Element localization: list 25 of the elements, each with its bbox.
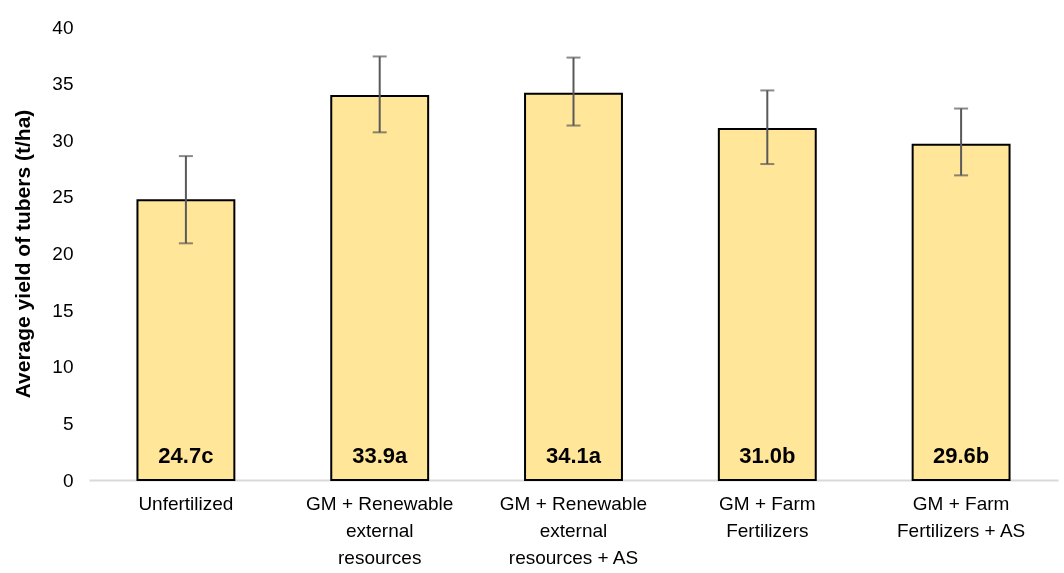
y-tick-label: 5 bbox=[62, 412, 74, 434]
data-label: 29.6b bbox=[932, 443, 990, 468]
data-label: 24.7c bbox=[158, 443, 214, 468]
y-tick-label: 0 bbox=[62, 469, 74, 491]
y-tick-label: 20 bbox=[52, 243, 74, 264]
bar bbox=[717, 127, 817, 481]
bar bbox=[136, 199, 236, 481]
y-tick-label: 35 bbox=[52, 73, 74, 95]
x-tick-label: GM + Renewable external resources + AS bbox=[499, 492, 648, 568]
x-tick-label: GM + Renewable external resources bbox=[306, 492, 454, 568]
y-tick-label: 30 bbox=[52, 129, 74, 151]
data-label: 34.1a bbox=[545, 443, 602, 468]
x-tick-label: Unfertilized bbox=[138, 492, 234, 514]
y-tick-label: 25 bbox=[52, 186, 74, 208]
bar bbox=[330, 95, 430, 481]
y-tick-label: 40 bbox=[52, 16, 74, 38]
x-tick-label: GM + Farm Fertilizers + AS bbox=[896, 492, 1026, 541]
y-tick-label: 15 bbox=[52, 299, 74, 321]
data-label: 33.9a bbox=[352, 443, 408, 468]
x-tick-label: GM + Farm Fertilizers bbox=[719, 492, 816, 541]
bar bbox=[911, 143, 1011, 481]
bar bbox=[524, 92, 623, 481]
data-label: 31.0b bbox=[739, 443, 796, 468]
y-axis-title: Average yield of tubers (t/ha) bbox=[11, 109, 35, 399]
y-tick-label: 10 bbox=[52, 356, 74, 378]
